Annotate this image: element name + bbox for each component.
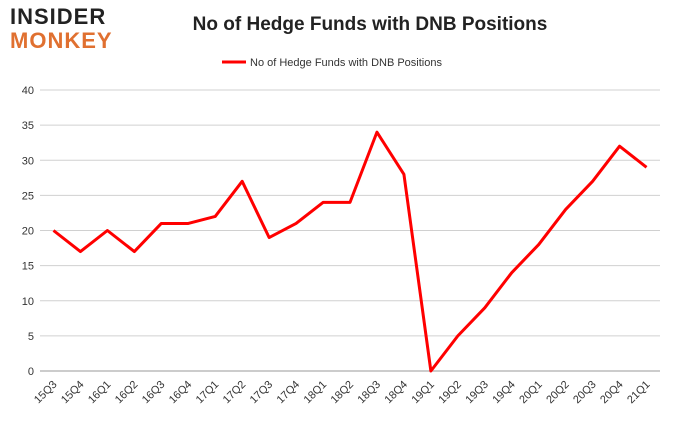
x-tick-label: 20Q1 xyxy=(517,379,545,407)
x-tick-label: 18Q3 xyxy=(356,379,384,407)
x-tick-label: 17Q2 xyxy=(221,379,249,407)
x-tick-label: 16Q3 xyxy=(140,379,168,407)
logo-line1: INSIDER xyxy=(10,4,106,29)
data-line xyxy=(52,130,648,373)
x-tick-label: 19Q2 xyxy=(436,379,464,407)
chart-title: No of Hedge Funds with DNB Positions xyxy=(193,14,548,35)
x-tick-label: 19Q3 xyxy=(463,379,491,407)
y-tick-label: 5 xyxy=(28,331,34,343)
x-tick-label: 16Q4 xyxy=(167,379,195,407)
x-tick-label: 19Q1 xyxy=(409,379,437,407)
x-tick-label: 16Q2 xyxy=(113,379,141,407)
x-tick-label: 16Q1 xyxy=(86,379,114,407)
x-tick-label: 19Q4 xyxy=(490,379,518,407)
x-tick-label: 20Q3 xyxy=(571,379,599,407)
x-tick-label: 20Q4 xyxy=(598,379,626,407)
y-tick-label: 35 xyxy=(22,120,34,132)
x-tick-label: 17Q4 xyxy=(275,379,303,407)
y-tick-label: 25 xyxy=(22,190,34,202)
logo-line2: MONKEY xyxy=(10,28,113,53)
x-tick-label: 21Q1 xyxy=(625,379,653,407)
x-tick-label: 17Q1 xyxy=(194,379,222,407)
x-tick-label: 18Q4 xyxy=(383,379,411,407)
y-tick-label: 0 xyxy=(28,366,34,378)
x-tick-label: 20Q2 xyxy=(544,379,572,407)
y-tick-label: 30 xyxy=(22,155,34,167)
y-tick-label: 15 xyxy=(22,261,34,273)
x-tick-label: 17Q3 xyxy=(248,379,276,407)
x-tick-label: 15Q4 xyxy=(59,379,87,407)
y-tick-label: 10 xyxy=(22,296,34,308)
x-tick-label: 15Q3 xyxy=(32,379,60,407)
x-tick-label: 18Q1 xyxy=(302,379,330,407)
legend-label: No of Hedge Funds with DNB Positions xyxy=(250,57,442,69)
x-tick-label: 18Q2 xyxy=(329,379,357,407)
y-tick-label: 20 xyxy=(22,226,34,238)
y-tick-label: 40 xyxy=(22,85,34,97)
